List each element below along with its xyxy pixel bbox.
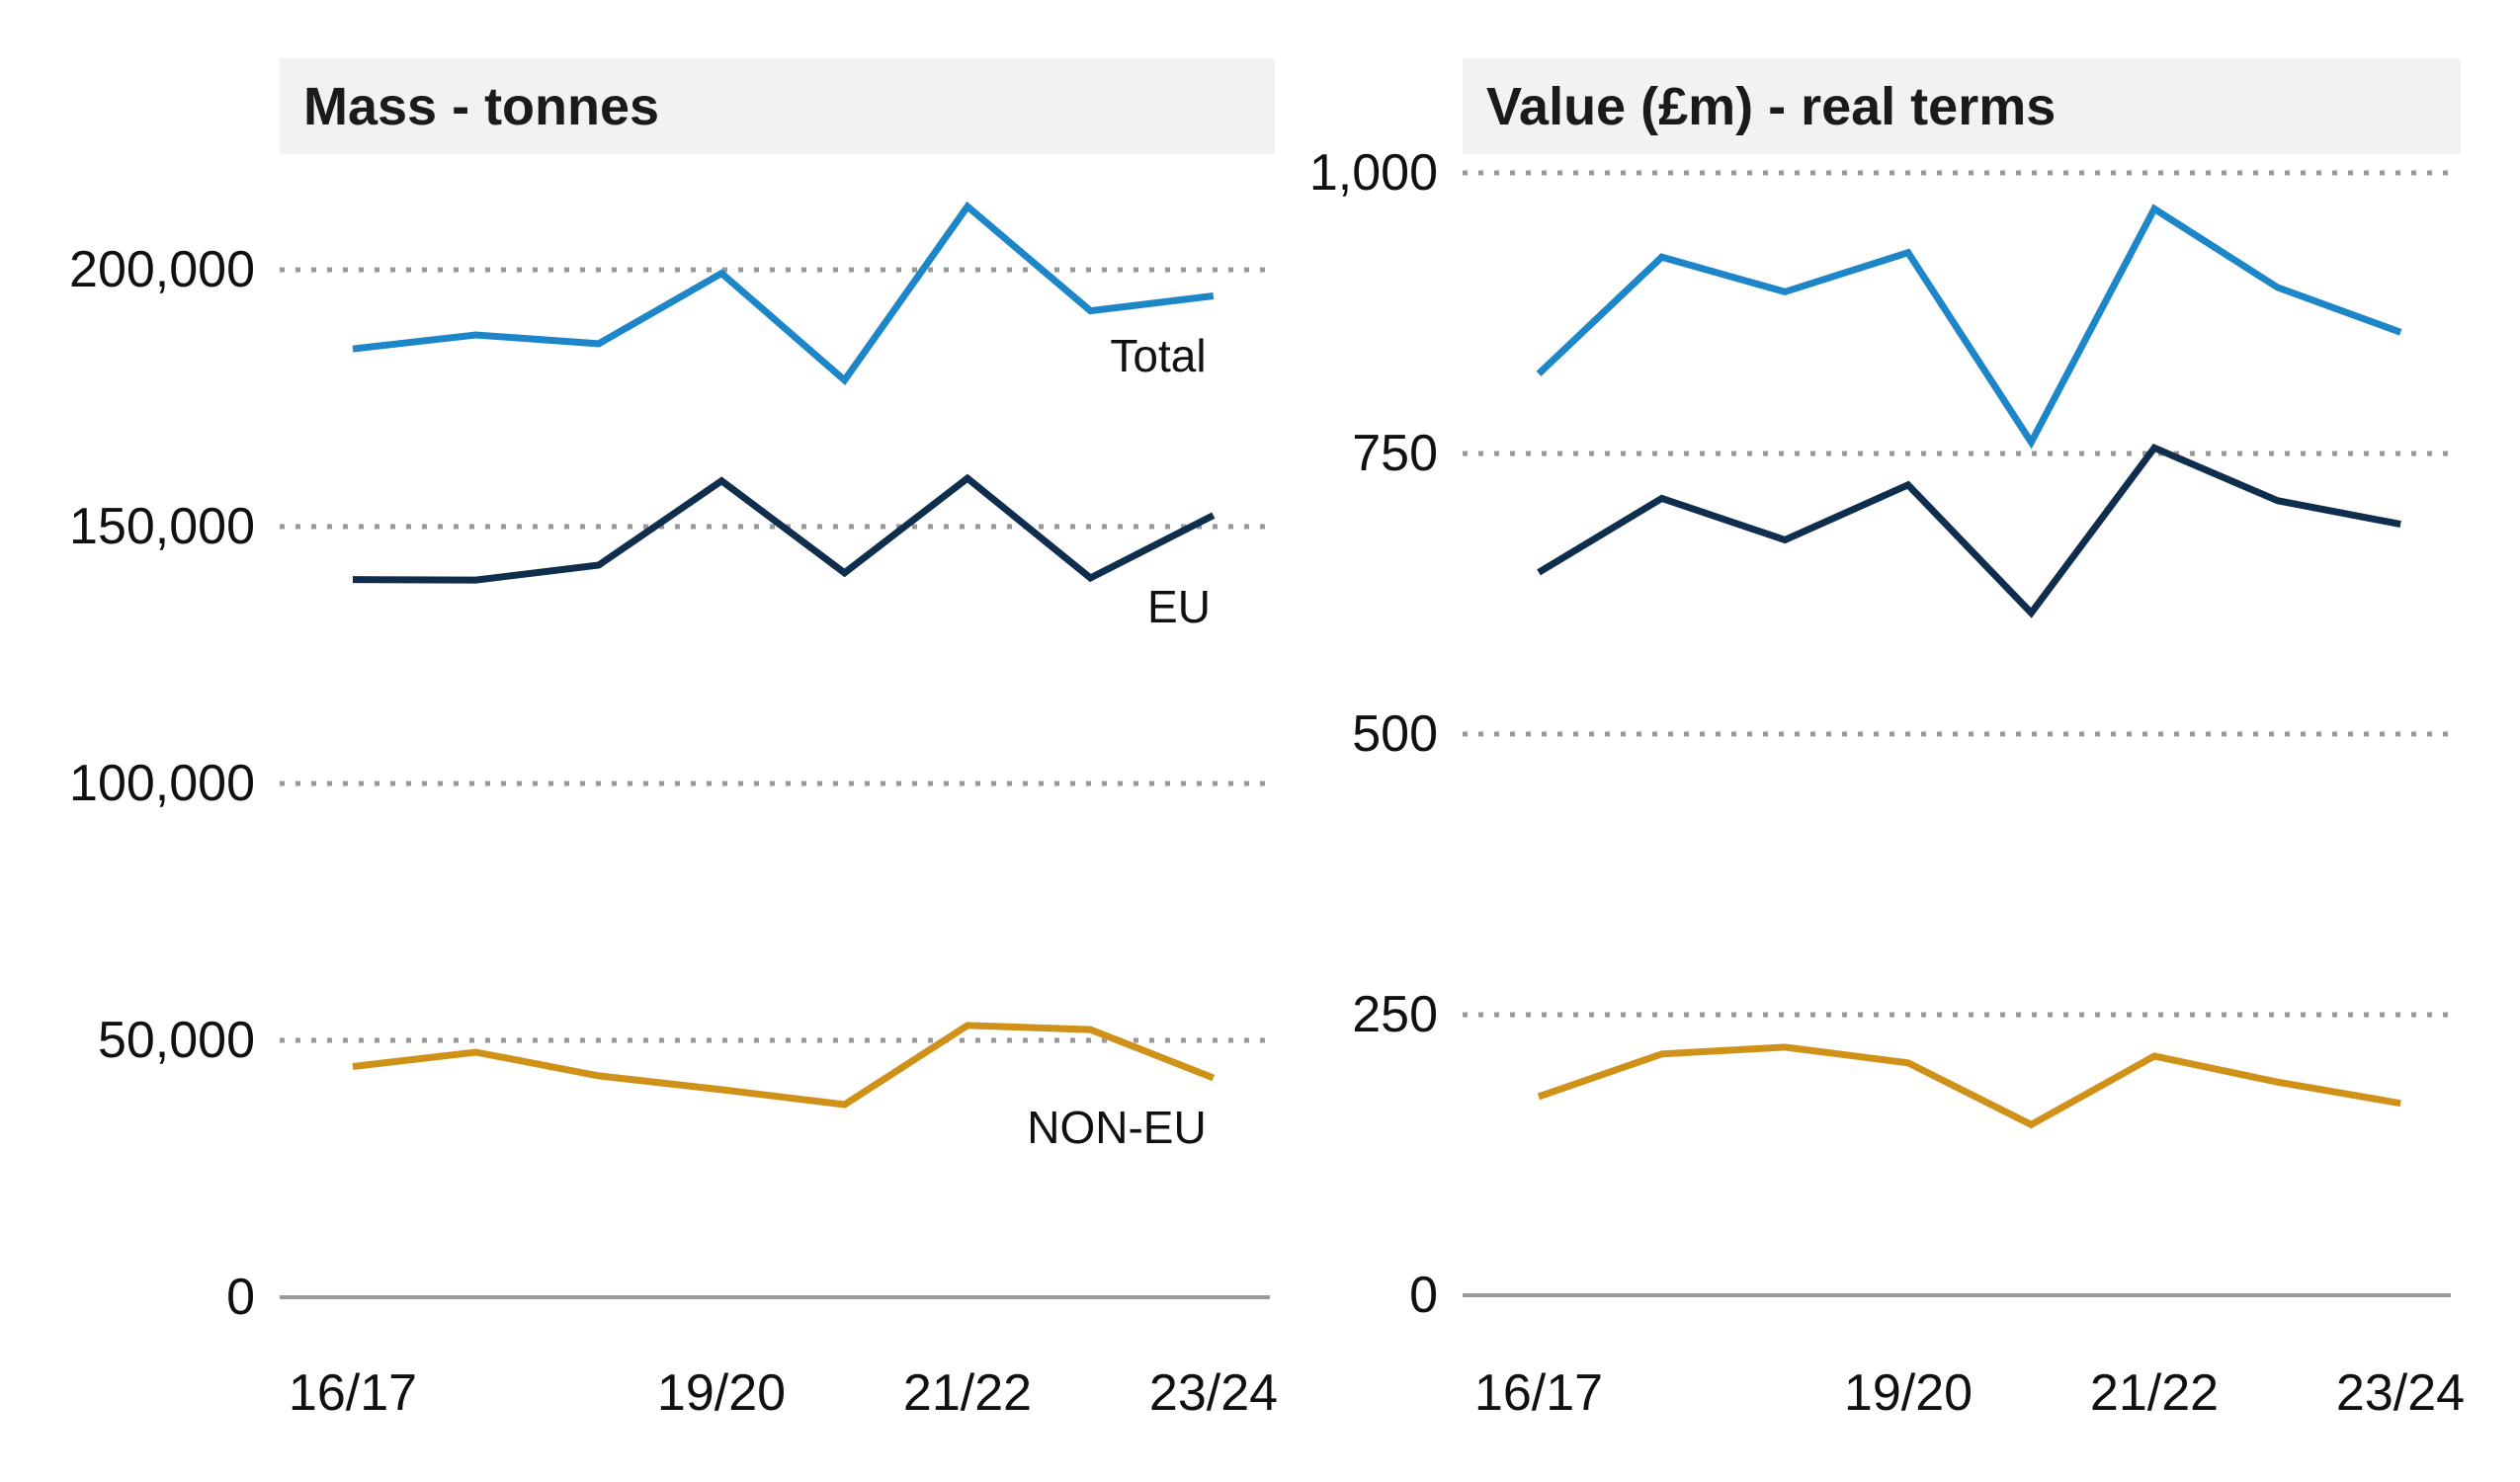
x-tick-label: 16/17 — [1473, 1364, 1604, 1422]
y-tick-label: 100,000 — [69, 755, 255, 812]
y-tick-label: 150,000 — [69, 498, 255, 555]
series-label-total: Total — [1110, 330, 1207, 381]
total-line — [1536, 204, 2402, 450]
y-tick-label: 1,000 — [1308, 144, 1438, 202]
y-tick-label: 0 — [1409, 1267, 1438, 1324]
x-tick-label: 23/24 — [2335, 1364, 2466, 1422]
value-chart-title-bar: Value (£m) - real terms — [1463, 58, 2461, 154]
y-tick-label: 250 — [1352, 986, 1438, 1043]
x-tick-label: 19/20 — [1843, 1364, 1974, 1422]
eu-line — [1537, 443, 2401, 618]
y-tick-label: 200,000 — [69, 241, 255, 298]
mass-chart-title: Mass - tonnes — [303, 76, 660, 136]
x-tick-label: 19/20 — [656, 1364, 787, 1422]
total-line — [352, 201, 1215, 385]
y-tick-label: 750 — [1352, 425, 1438, 482]
x-tick-label: 21/22 — [902, 1364, 1033, 1422]
y-tick-label: 500 — [1352, 705, 1438, 763]
value-chart-title: Value (£m) - real terms — [1486, 76, 2057, 136]
x-tick-label: 16/17 — [288, 1364, 418, 1422]
non-eu-line — [352, 1022, 1216, 1109]
series-label-eu: EU — [1147, 581, 1211, 632]
eu-line — [352, 473, 1216, 584]
x-tick-label: 23/24 — [1148, 1364, 1279, 1422]
x-tick-label: 21/22 — [2089, 1364, 2220, 1422]
series-label-non-eu: NON-EU — [1027, 1102, 1207, 1153]
y-tick-label: 50,000 — [97, 1012, 255, 1069]
mass-chart-title-bar: Mass - tonnes — [280, 58, 1275, 154]
non-eu-line — [1537, 1043, 2401, 1129]
y-tick-label: 0 — [226, 1269, 255, 1326]
